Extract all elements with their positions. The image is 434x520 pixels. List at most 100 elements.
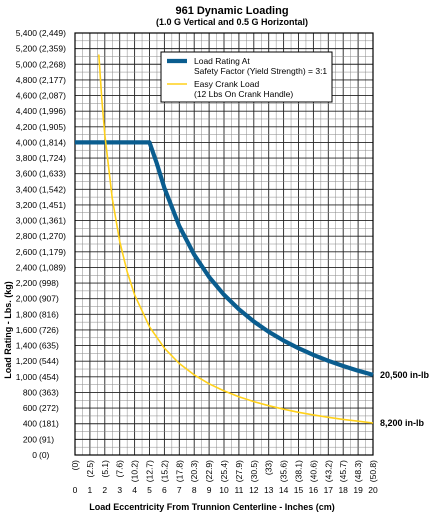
- y-tick-label: 0: [32, 450, 37, 460]
- x-tick-label-cm: (33): [264, 460, 274, 475]
- y-tick-label: 2,400: [16, 262, 38, 272]
- y-tick-label: 4,000: [16, 137, 38, 147]
- x-tick-label-cm: (40.6): [308, 460, 318, 482]
- x-tick-label-cm: (43.2): [323, 460, 333, 482]
- x-tick-label: 15: [294, 485, 304, 495]
- y-tick-label-kg: (635): [39, 341, 59, 351]
- y-tick-label-kg: (2,177): [39, 75, 66, 85]
- curve-end-label: 8,200 in-lb: [380, 418, 425, 428]
- x-tick-label-cm: (38.1): [294, 460, 304, 482]
- y-tick-label-kg: (1,633): [39, 169, 66, 179]
- y-tick-label-kg: (1,724): [39, 153, 66, 163]
- y-tick-label: 800: [23, 387, 37, 397]
- y-tick-label-kg: (181): [39, 419, 59, 429]
- series-lines: [75, 54, 374, 424]
- y-tick-label: 2,000: [16, 294, 38, 304]
- x-tick-label: 2: [102, 485, 107, 495]
- y-tick-label: 4,800: [16, 75, 38, 85]
- x-tick-label-cm: (2.5): [85, 460, 95, 478]
- x-tick-label: 18: [338, 485, 348, 495]
- y-tick-label-kg: (544): [39, 356, 59, 366]
- legend-label: Load Rating At: [194, 56, 250, 66]
- series-line: [75, 140, 374, 377]
- x-tick-label: 19: [353, 485, 363, 495]
- y-tick-label-kg: (272): [39, 403, 59, 413]
- x-tick-label-cm: (27.9): [234, 460, 244, 482]
- y-tick-label: 2,800: [16, 231, 38, 241]
- y-tick-label-kg: (1,089): [39, 262, 66, 272]
- x-tick-label-cm: (25.4): [219, 460, 229, 482]
- y-tick-label-kg: (816): [39, 309, 59, 319]
- x-tick-label-cm: (45.7): [338, 460, 348, 482]
- y-tick-label: 1,600: [16, 325, 38, 335]
- end-labels: 20,500 in-lb 8,200 in-lb: [380, 370, 430, 428]
- y-tick-label: 5,200: [16, 44, 38, 54]
- y-tick-label-kg: (1,451): [39, 200, 66, 210]
- y-tick-label-kg: (2,087): [39, 91, 66, 101]
- legend-label: Safety Factor (Yield Strength) = 3:1: [194, 66, 327, 76]
- y-tick-label: 600: [23, 403, 37, 413]
- x-tick-label: 13: [264, 485, 274, 495]
- x-tick-label: 16: [309, 485, 319, 495]
- x-tick-label: 4: [132, 485, 137, 495]
- x-axis-label: Load Eccentricity From Trunnion Centerli…: [89, 502, 335, 512]
- y-tick-label: 3,200: [16, 200, 38, 210]
- y-tick-label: 3,400: [16, 184, 38, 194]
- y-tick-label: 5,400: [16, 28, 38, 38]
- x-tick-label: 9: [207, 485, 212, 495]
- x-tick-label-cm: (12.7): [145, 460, 155, 482]
- legend-label: Easy Crank Load: [194, 79, 259, 89]
- y-tick-label: 400: [23, 419, 37, 429]
- y-tick-label: 1,200: [16, 356, 38, 366]
- y-tick-label: 3,000: [16, 216, 38, 226]
- y-tick-label: 5,000: [16, 59, 38, 69]
- y-tick-label-kg: (91): [39, 434, 54, 444]
- y-tick-label: 1,400: [16, 341, 38, 351]
- x-tick-label: 1: [88, 485, 93, 495]
- x-tick-label-cm: (50.8): [368, 460, 378, 482]
- y-tick-label-kg: (2,268): [39, 59, 66, 69]
- x-tick-label: 20: [368, 485, 378, 495]
- y-tick-label: 200: [23, 434, 37, 444]
- y-tick-label-kg: (0): [39, 450, 50, 460]
- chart-title: 961 Dynamic Loading: [175, 5, 288, 17]
- y-tick-label-kg: (2,449): [39, 28, 66, 38]
- x-tick-label: 10: [219, 485, 229, 495]
- y-tick-label: 2,200: [16, 278, 38, 288]
- axis-ticks: 0 (0)200 (91)400 (181)600 (272)800 (363)1,000…: [16, 28, 378, 495]
- y-tick-label-kg: (1,814): [39, 137, 66, 147]
- y-tick-label-kg: (907): [39, 294, 59, 304]
- grid: [74, 32, 374, 456]
- y-tick-label: 4,400: [16, 106, 38, 116]
- y-tick-label-kg: (1,179): [39, 247, 66, 257]
- x-tick-label: 17: [324, 485, 334, 495]
- x-tick-label-cm: (7.6): [115, 460, 125, 478]
- y-tick-label-kg: (1,270): [39, 231, 66, 241]
- y-tick-label: 3,600: [16, 169, 38, 179]
- y-tick-label: 2,600: [16, 247, 38, 257]
- x-tick-label-cm: (22.9): [204, 460, 214, 482]
- x-tick-label-cm: (10.2): [130, 460, 140, 482]
- x-tick-label: 12: [249, 485, 259, 495]
- y-tick-label-kg: (363): [39, 387, 59, 397]
- x-tick-label-cm: (17.8): [174, 460, 184, 482]
- x-tick-label: 6: [162, 485, 167, 495]
- y-tick-label-kg: (454): [39, 372, 59, 382]
- x-tick-label: 11: [234, 485, 243, 495]
- chart-subtitle: (1.0 G Vertical and 0.5 G Horizontal): [156, 17, 308, 27]
- y-tick-label: 1,800: [16, 309, 38, 319]
- x-tick-label: 14: [279, 485, 289, 495]
- y-tick-label: 1,000: [16, 372, 38, 382]
- x-tick-label: 0: [73, 485, 78, 495]
- x-tick-label-cm: (15.2): [159, 460, 169, 482]
- y-tick-label-kg: (1,542): [39, 184, 66, 194]
- x-tick-label-cm: (20.3): [189, 460, 199, 482]
- y-tick-label-kg: (726): [39, 325, 59, 335]
- y-tick-label-kg: (1,905): [39, 122, 66, 132]
- x-tick-label-cm: (5.1): [100, 460, 110, 478]
- y-tick-label-kg: (2,359): [39, 44, 66, 54]
- x-tick-label: 3: [117, 485, 122, 495]
- series-line: [98, 54, 374, 424]
